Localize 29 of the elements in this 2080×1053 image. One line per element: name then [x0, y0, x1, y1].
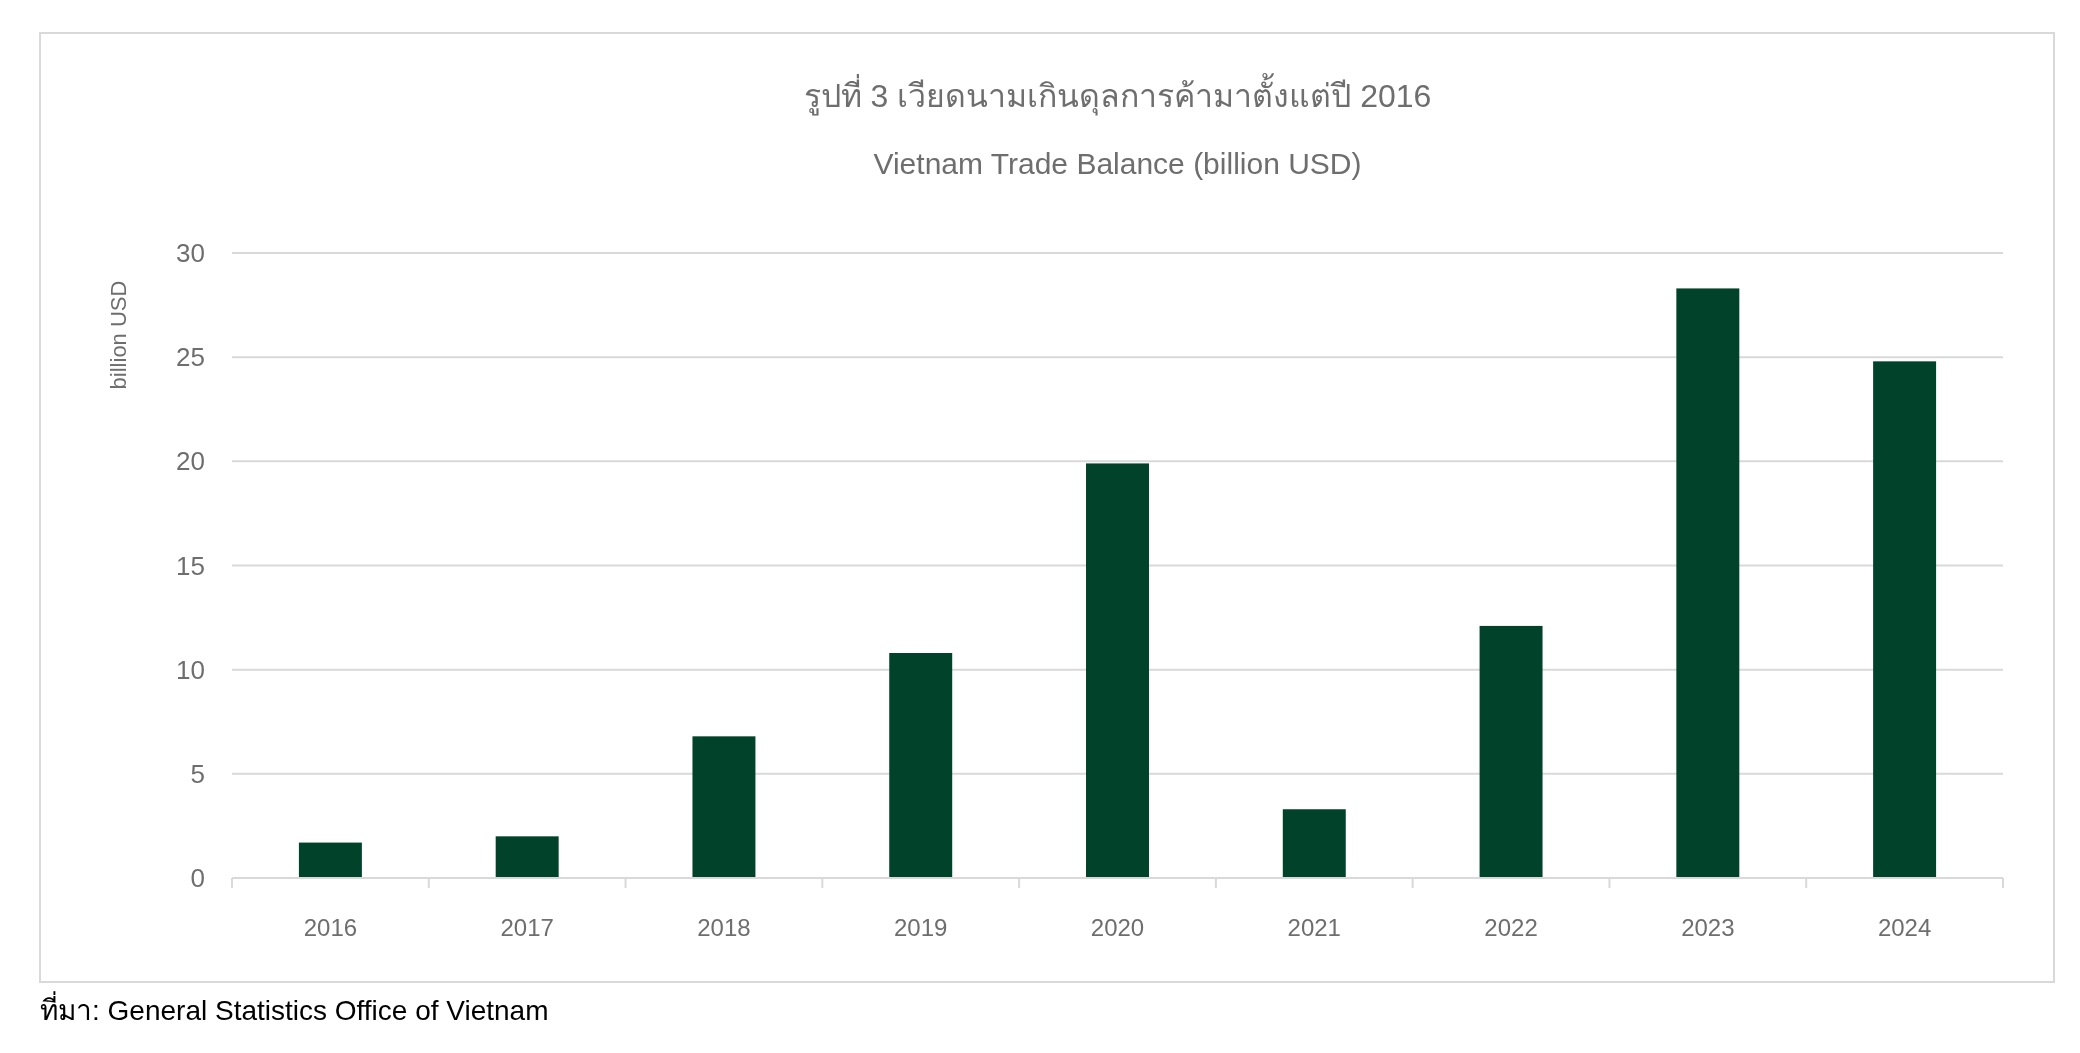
x-tick-label: 2022	[1484, 914, 1538, 941]
x-tick-label: 2023	[1681, 914, 1735, 941]
bar	[1282, 809, 1346, 878]
y-tick-label: 5	[190, 758, 205, 789]
y-tick-label: 10	[176, 654, 205, 685]
y-axis-title: billion USD	[106, 280, 131, 390]
y-tick-label: 20	[176, 446, 205, 477]
y-tick-label: 30	[176, 238, 205, 268]
x-tick-label: 2019	[894, 914, 948, 941]
chart-title: รูปที่ 3 เวียดนามเกินดุลการค้ามาตั้งแต่ปี 2016	[803, 73, 1432, 116]
x-tick-label: 2024	[1877, 914, 1932, 941]
bar	[1873, 361, 1937, 878]
chart-subtitle: Vietnam Trade Balance (billion USD)	[873, 147, 1362, 180]
x-tick-label: 2017	[500, 914, 554, 941]
x-tick-label: 2018	[697, 914, 751, 941]
x-tick-label: 2016	[303, 914, 358, 941]
bar	[692, 736, 756, 878]
x-tick-label: 2020	[1090, 914, 1145, 941]
y-tick-label: 0	[190, 863, 205, 893]
bar	[495, 836, 559, 878]
bar	[1676, 288, 1740, 878]
x-tick-label: 2021	[1287, 914, 1341, 941]
bar	[298, 842, 362, 878]
bar	[1086, 463, 1149, 878]
bar	[889, 653, 953, 878]
y-tick-label: 15	[176, 550, 205, 581]
text: ที่มา: General Statistics Office of Vietnam	[40, 991, 549, 1026]
y-tick-label: 25	[176, 342, 205, 373]
bar	[1479, 625, 1543, 878]
